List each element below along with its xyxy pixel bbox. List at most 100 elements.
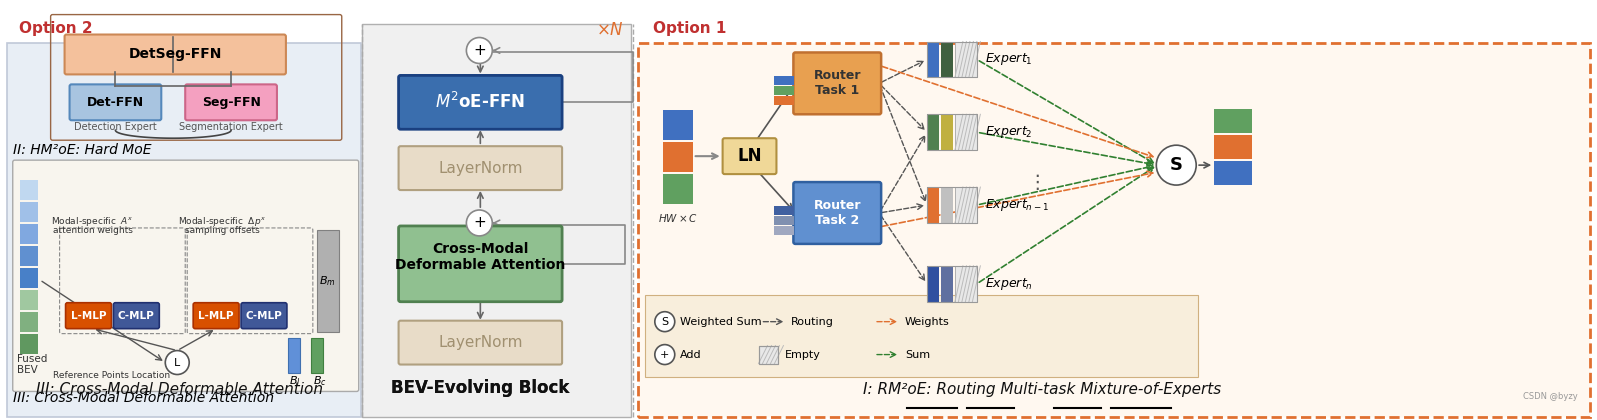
Bar <box>1214 109 1252 133</box>
Circle shape <box>1156 145 1196 185</box>
Text: $\times N$: $\times N$ <box>596 21 624 39</box>
Bar <box>663 142 693 172</box>
FancyBboxPatch shape <box>65 303 112 328</box>
FancyBboxPatch shape <box>722 138 776 174</box>
Bar <box>926 42 977 77</box>
Bar <box>19 180 38 200</box>
Bar <box>955 114 977 150</box>
Text: $B_m$: $B_m$ <box>319 274 335 288</box>
Bar <box>941 187 953 223</box>
Bar <box>926 266 977 302</box>
Text: $B_l$: $B_l$ <box>289 375 300 388</box>
Circle shape <box>655 344 676 365</box>
Circle shape <box>466 210 492 236</box>
FancyBboxPatch shape <box>794 52 882 114</box>
Text: III: Cross-Modal Deformable Attention: III: Cross-Modal Deformable Attention <box>13 391 273 405</box>
Bar <box>775 76 794 85</box>
Text: Modal-specific  $\Delta p^x$: Modal-specific $\Delta p^x$ <box>179 215 267 228</box>
Text: S: S <box>1169 156 1183 174</box>
Text: Modal-specific  $A^x$: Modal-specific $A^x$ <box>51 215 134 228</box>
Bar <box>941 114 953 150</box>
Bar <box>926 114 977 150</box>
Bar <box>775 216 794 225</box>
Bar <box>775 96 794 105</box>
Text: LayerNorm: LayerNorm <box>438 335 522 350</box>
Bar <box>316 230 339 332</box>
Text: $Expert_{n-1}$: $Expert_{n-1}$ <box>985 197 1049 213</box>
Text: I: RM²oE: Routing Multi-task Mixture-of-Experts: I: RM²oE: Routing Multi-task Mixture-of-… <box>862 383 1220 397</box>
Text: Router
Task 1: Router Task 1 <box>813 69 861 97</box>
Text: Weights: Weights <box>905 317 950 327</box>
Bar <box>759 346 778 364</box>
Bar <box>19 268 38 288</box>
Text: L: L <box>174 357 180 368</box>
Bar <box>941 266 953 302</box>
Text: C-MLP: C-MLP <box>246 311 283 321</box>
Bar <box>941 42 953 77</box>
Text: C-MLP: C-MLP <box>118 311 155 321</box>
FancyBboxPatch shape <box>13 160 359 391</box>
Text: Det-FFN: Det-FFN <box>86 96 144 109</box>
Bar <box>955 114 966 150</box>
Text: L-MLP: L-MLP <box>198 311 233 321</box>
Bar <box>759 346 778 364</box>
Text: Empty: Empty <box>784 349 821 360</box>
FancyBboxPatch shape <box>64 34 286 74</box>
Bar <box>645 295 1198 376</box>
Text: attention weights: attention weights <box>53 226 133 235</box>
Text: $Expert_n$: $Expert_n$ <box>985 276 1033 292</box>
Bar <box>1214 135 1252 159</box>
Bar <box>775 206 794 215</box>
Text: $Expert_1$: $Expert_1$ <box>985 51 1033 68</box>
Text: Router
Task 2: Router Task 2 <box>813 199 861 227</box>
Bar <box>287 338 300 373</box>
Bar <box>19 202 38 222</box>
Text: sampling offsets: sampling offsets <box>185 226 259 235</box>
Bar <box>19 312 38 332</box>
Bar <box>311 338 323 373</box>
Bar <box>955 187 966 223</box>
Text: Routing: Routing <box>791 317 834 327</box>
Text: Cross-Modal
Deformable Attention: Cross-Modal Deformable Attention <box>394 242 565 272</box>
Bar <box>926 187 977 223</box>
Text: II: HM²oE: Hard MoE: II: HM²oE: Hard MoE <box>13 143 152 157</box>
FancyBboxPatch shape <box>399 76 562 129</box>
FancyBboxPatch shape <box>399 320 562 365</box>
Text: $B_c$: $B_c$ <box>313 375 327 388</box>
Bar <box>926 266 939 302</box>
Bar <box>19 246 38 266</box>
Bar <box>6 44 361 417</box>
Text: +: + <box>473 43 485 58</box>
Circle shape <box>655 312 676 332</box>
Text: +: + <box>660 349 669 360</box>
Text: Detection Expert: Detection Expert <box>73 122 157 132</box>
FancyBboxPatch shape <box>185 84 276 120</box>
Text: BEV-Evolving Block: BEV-Evolving Block <box>391 379 570 397</box>
FancyBboxPatch shape <box>113 303 160 328</box>
FancyBboxPatch shape <box>193 303 240 328</box>
Text: III: Cross-Modal Deformable Attention: III: Cross-Modal Deformable Attention <box>35 383 323 397</box>
Text: S: S <box>661 317 669 327</box>
Bar <box>663 110 693 140</box>
Bar <box>19 224 38 244</box>
Circle shape <box>164 351 188 375</box>
FancyBboxPatch shape <box>399 146 562 190</box>
Text: CSDN @byzy: CSDN @byzy <box>1524 392 1578 402</box>
Text: Sum: Sum <box>905 349 929 360</box>
Bar <box>955 187 977 223</box>
Bar <box>361 24 631 417</box>
Text: $HW \times C$: $HW \times C$ <box>658 212 698 224</box>
Bar <box>19 333 38 354</box>
FancyBboxPatch shape <box>70 84 161 120</box>
Text: Fused
BEV: Fused BEV <box>16 354 46 375</box>
Bar <box>955 266 966 302</box>
Bar <box>775 87 794 95</box>
Text: Option 2: Option 2 <box>19 21 93 36</box>
Bar <box>926 187 939 223</box>
Bar <box>775 226 794 235</box>
Text: ⋮: ⋮ <box>1027 173 1046 192</box>
Bar <box>926 114 939 150</box>
Text: Reference Points Location: Reference Points Location <box>53 371 169 380</box>
Text: Add: Add <box>680 349 701 360</box>
Text: Option 1: Option 1 <box>653 21 727 36</box>
